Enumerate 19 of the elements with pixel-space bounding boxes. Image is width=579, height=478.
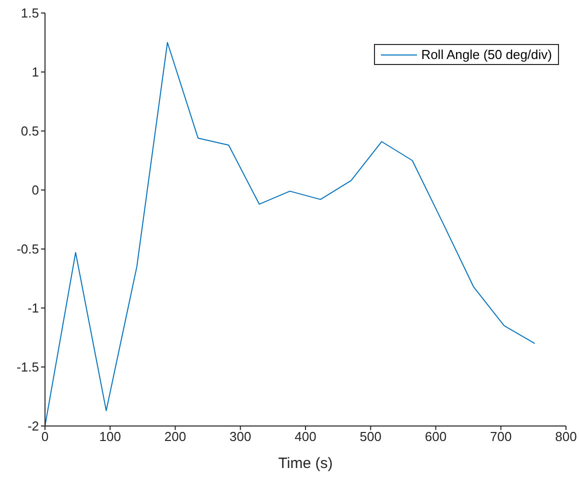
y-tick-label: -1 — [27, 300, 39, 316]
y-tick-label: -0.5 — [16, 242, 39, 257]
x-tick-label: 200 — [164, 429, 186, 444]
x-tick-label: 0 — [41, 429, 49, 444]
legend-label: Roll Angle (50 deg/div) — [421, 47, 552, 62]
y-tick-label: -2 — [27, 418, 39, 434]
y-tick-label: 0.5 — [20, 124, 39, 139]
x-tick-label: 400 — [294, 429, 316, 444]
y-tick-label: 1 — [32, 64, 39, 80]
y-tick-label: 1.5 — [20, 6, 39, 21]
x-tick-label: 300 — [230, 429, 252, 444]
x-tick-label: 800 — [555, 429, 577, 444]
y-tick-label: -1.5 — [16, 360, 39, 375]
x-tick-label: 500 — [360, 429, 382, 444]
x-tick-label: 700 — [490, 429, 512, 444]
y-tick-label: 0 — [32, 182, 39, 198]
x-tick-label: 600 — [424, 429, 447, 444]
x-axis-title: Time (s) — [278, 455, 333, 472]
x-tick-label: 100 — [99, 429, 121, 444]
